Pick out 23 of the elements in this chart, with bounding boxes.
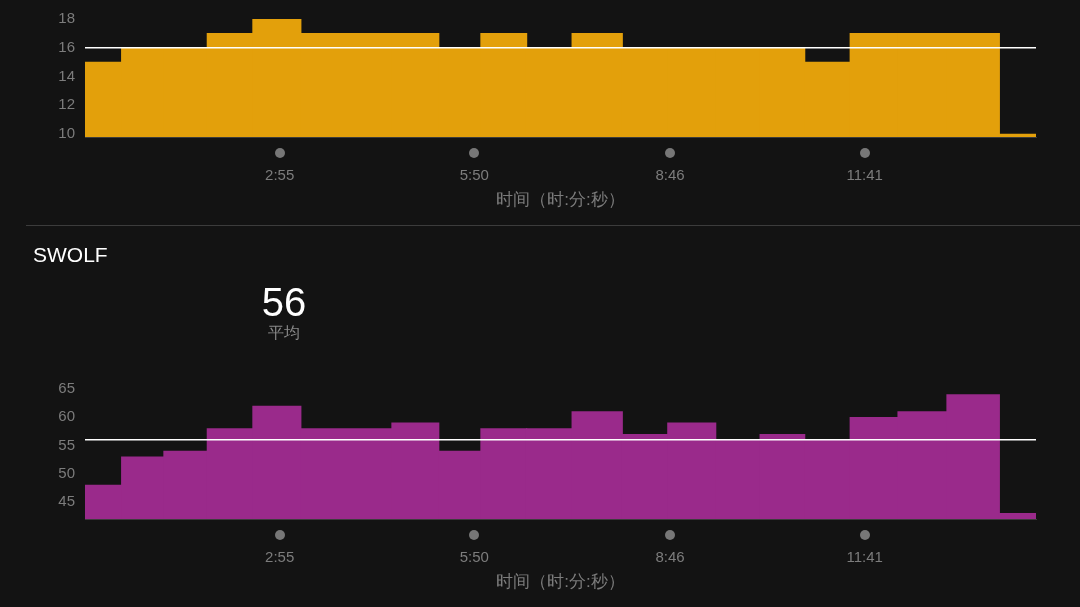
y-tick-label: 60 bbox=[58, 407, 75, 425]
x-tick-label: 8:46 bbox=[655, 548, 685, 566]
text: 56 bbox=[260, 280, 308, 324]
y-tick-label: 18 bbox=[58, 9, 75, 27]
y-tick-label: 50 bbox=[58, 463, 75, 481]
x-tick-label: 2:55 bbox=[265, 166, 295, 184]
text: 平均 bbox=[267, 324, 301, 342]
y-tick-label: 45 bbox=[58, 492, 75, 510]
y-tick-label: 65 bbox=[58, 379, 75, 397]
y-tick-label: 14 bbox=[58, 66, 75, 84]
x-tick-label: 5:50 bbox=[459, 166, 489, 184]
y-tick-label: 55 bbox=[58, 435, 75, 453]
x-tick-label: 11:41 bbox=[846, 548, 883, 566]
x-tick-label: 5:50 bbox=[459, 548, 489, 566]
y-tick-label: 16 bbox=[58, 37, 75, 55]
x-axis-title: 时间（时:分:秒） bbox=[496, 190, 625, 210]
x-tick-label: 8:46 bbox=[655, 166, 685, 184]
chart-title: SWOLF bbox=[33, 243, 108, 267]
x-tick-label: 2:55 bbox=[265, 548, 295, 566]
y-tick-label: 10 bbox=[58, 124, 75, 142]
x-tick-label: 11:41 bbox=[846, 166, 883, 184]
x-axis-title: 时间（时:分:秒） bbox=[496, 572, 625, 592]
y-tick-label: 12 bbox=[58, 95, 75, 113]
